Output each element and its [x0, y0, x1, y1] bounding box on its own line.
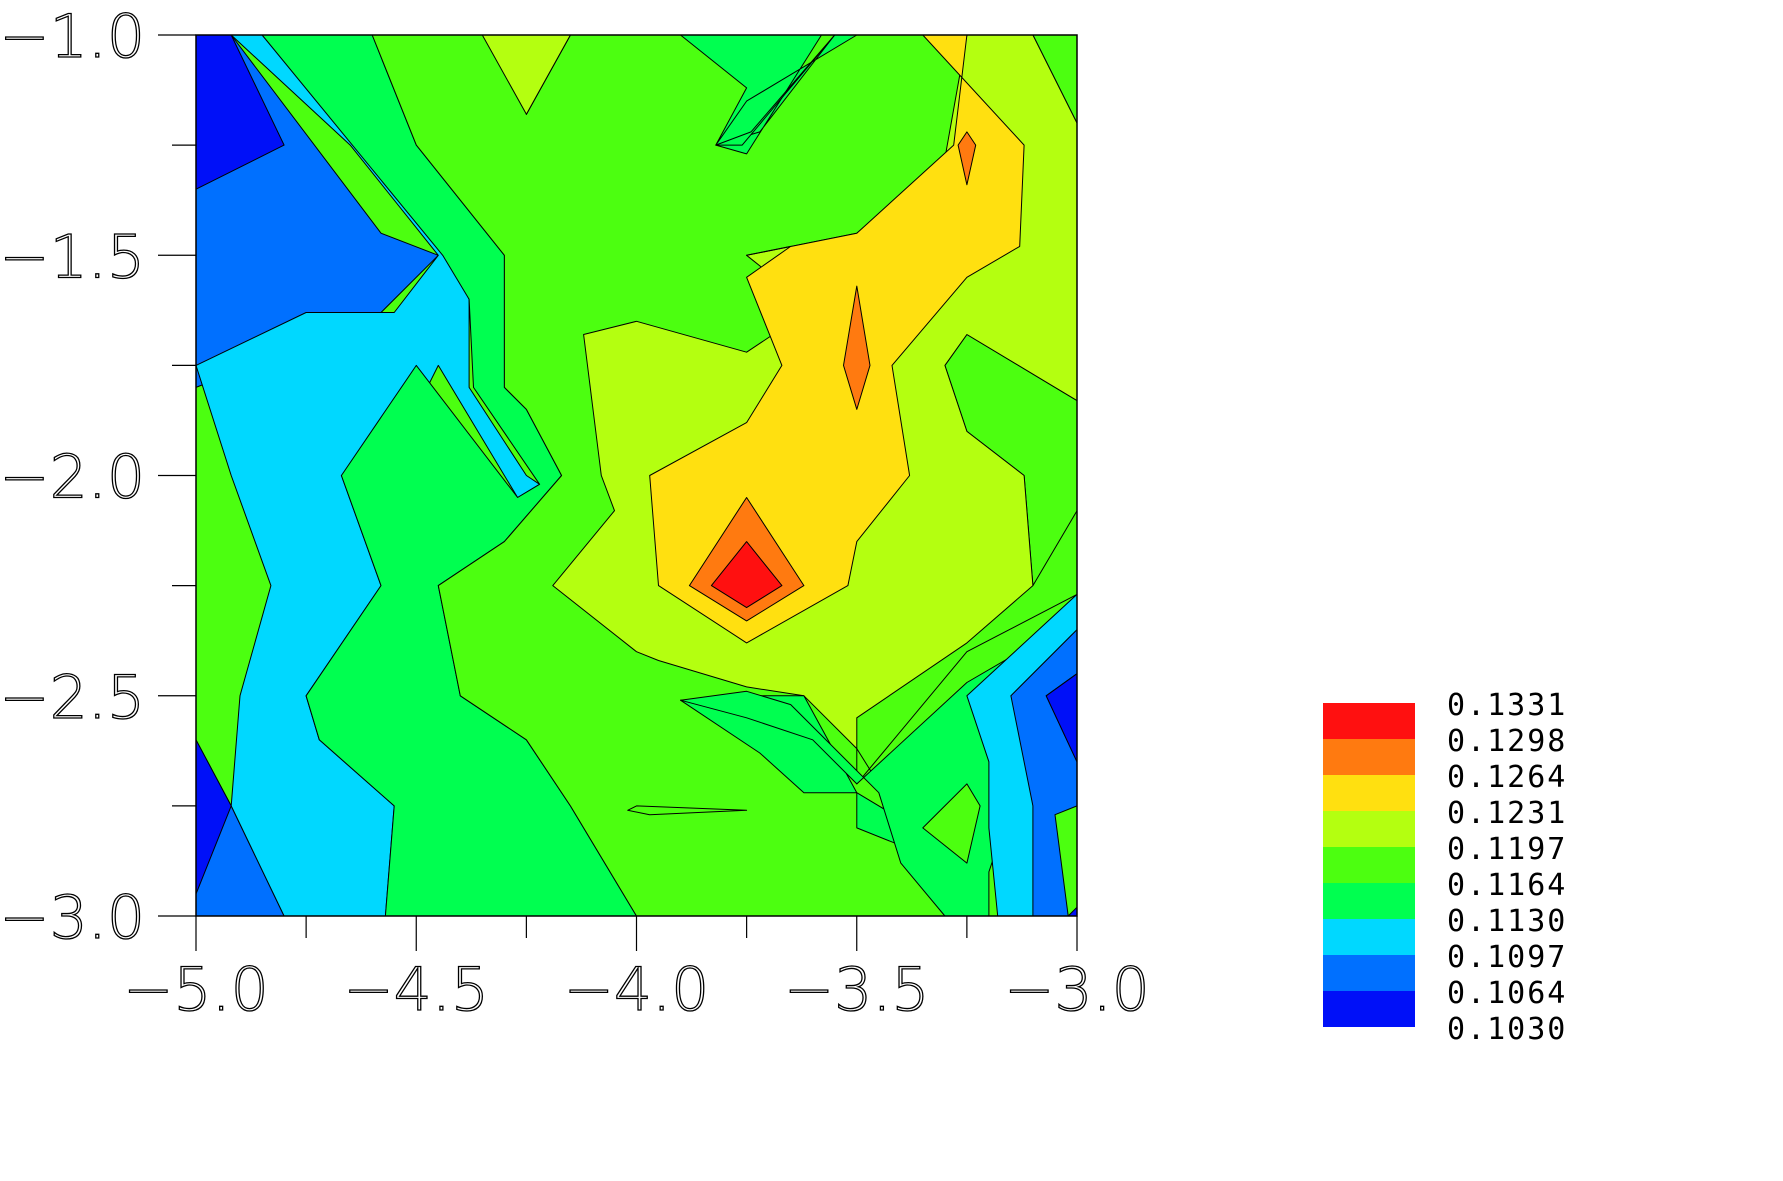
- legend-swatch-0.1331: [1323, 703, 1415, 739]
- legend-swatch-0.1064: [1323, 991, 1415, 1027]
- legend-swatch-0.1298: [1323, 739, 1415, 775]
- contour-region-0.1164-18: [627, 805, 748, 816]
- contour-region-0.1264-10: [843, 285, 871, 410]
- x-axis: −5.0 −4.5 −4.0 −3.5 −3.0: [122, 916, 1151, 1026]
- legend-label: 0.1097: [1447, 940, 1567, 975]
- legend-swatch-0.1264: [1323, 775, 1415, 811]
- contour-region-0.1298-12: [710, 541, 783, 609]
- legend-label: 0.1130: [1447, 904, 1567, 939]
- legend-label: 0.1231: [1447, 796, 1567, 831]
- x-tick-label: −3.0: [1004, 955, 1150, 1025]
- x-tick-label: −5.0: [123, 955, 269, 1025]
- y-tick-label: −2.0: [0, 443, 145, 513]
- contour-region-0.1164-17: [922, 783, 981, 864]
- y-axis: −1.0 −1.5 −2.0 −2.5 −3.0: [0, 1, 196, 954]
- legend-label: 0.1064: [1447, 976, 1567, 1011]
- y-tick-label: −1.0: [0, 2, 145, 72]
- legend-label: 0.1264: [1447, 760, 1567, 795]
- x-tick-label: −4.0: [564, 955, 710, 1025]
- legend-label: 0.1331: [1447, 688, 1567, 723]
- y-tick-label: −3.0: [0, 883, 145, 953]
- legend-swatch-0.1130: [1323, 919, 1415, 955]
- colorbar-legend: 0.13310.12980.12640.12310.11970.11640.11…: [1323, 688, 1567, 1047]
- y-tick-label: −1.5: [0, 222, 145, 292]
- x-tick-label: −3.5: [784, 955, 930, 1025]
- legend-label: 0.1164: [1447, 868, 1567, 903]
- plot-area: [195, 34, 1078, 917]
- contour-region-0.1130-14: [715, 34, 836, 146]
- legend-label: 0.1298: [1447, 724, 1567, 759]
- legend-swatch-0.1197: [1323, 847, 1415, 883]
- legend-label: 0.1030: [1447, 1012, 1567, 1047]
- legend-swatch-0.1164: [1323, 883, 1415, 919]
- legend-swatch-0.1097: [1323, 955, 1415, 991]
- contour-regions: [195, 34, 1078, 917]
- legend-label: 0.1197: [1447, 832, 1567, 867]
- contour-region-0.1264-11: [957, 131, 977, 186]
- x-tick-label: −4.5: [343, 955, 489, 1025]
- legend-swatch-0.1231: [1323, 811, 1415, 847]
- y-tick-label: −2.5: [0, 663, 145, 733]
